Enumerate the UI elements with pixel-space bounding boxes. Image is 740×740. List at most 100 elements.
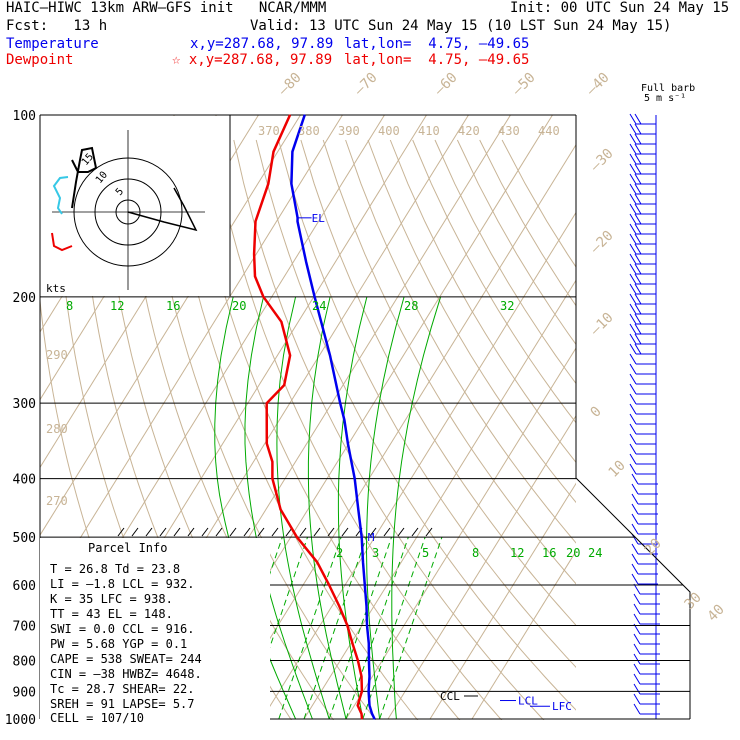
wind-barb-flag bbox=[629, 413, 637, 425]
dewpoint-point bbox=[254, 220, 257, 222]
wind-barb-flag bbox=[629, 293, 637, 305]
wind-barb-flag bbox=[634, 153, 642, 165]
wind-barb-flag bbox=[633, 683, 641, 695]
temperature-tick-label: –10 bbox=[588, 310, 617, 339]
wind-barb-flag bbox=[633, 603, 641, 615]
wind-barb-flag bbox=[629, 223, 637, 235]
wind-barb bbox=[629, 383, 656, 395]
hatch-mark bbox=[243, 527, 251, 537]
temperature-point bbox=[366, 624, 368, 627]
full-barb-label: Full barb bbox=[641, 83, 696, 94]
parcel-row-cape: CAPE = 538 SWEAT= 244 bbox=[50, 652, 202, 666]
temperature-point bbox=[339, 402, 341, 404]
wind-barb-flag bbox=[634, 323, 642, 335]
wind-barb bbox=[629, 463, 656, 475]
dewpoint-point bbox=[360, 675, 363, 678]
wind-barb-flag bbox=[629, 133, 637, 145]
wind-barb-flag bbox=[634, 173, 642, 185]
hatch-mark bbox=[369, 527, 377, 537]
dry-adiabat-line bbox=[278, 139, 576, 668]
dry-adiabat-line bbox=[412, 139, 576, 424]
mixing-ratio-tick-label: 5 bbox=[422, 546, 429, 560]
dewpoint-point bbox=[267, 183, 269, 185]
wind-barb bbox=[633, 603, 660, 615]
wind-barb-flag bbox=[629, 263, 637, 275]
wind-barb bbox=[629, 433, 656, 445]
wind-barb-flag bbox=[629, 303, 637, 315]
wind-barb bbox=[629, 233, 656, 245]
wind-barb bbox=[629, 213, 656, 225]
temperature-point bbox=[368, 642, 370, 645]
wind-barb bbox=[633, 613, 660, 625]
dry-adiabat-line bbox=[389, 139, 576, 464]
temperature-trace bbox=[290, 114, 376, 720]
wind-barb-flag bbox=[629, 273, 637, 285]
theta-tick-label: 370 bbox=[258, 124, 280, 138]
wind-barb-flag bbox=[629, 243, 637, 255]
hatch-mark bbox=[411, 527, 419, 537]
wind-barb bbox=[629, 293, 656, 305]
parcel-row-tc: Tc = 28.7 SHEAR= 22. bbox=[50, 682, 195, 696]
wind-barb-flag bbox=[633, 663, 641, 675]
wind-barb bbox=[629, 273, 656, 285]
wind-barb-flag bbox=[633, 643, 641, 655]
wind-barb-flag bbox=[634, 163, 642, 175]
isotherm-line bbox=[387, 414, 576, 720]
isotherm-line bbox=[471, 550, 576, 720]
wind-barb bbox=[631, 503, 658, 515]
wind-barb-flag bbox=[629, 423, 637, 435]
wind-barb-flag bbox=[634, 273, 642, 285]
wind-barb bbox=[629, 173, 656, 185]
hatch-mark bbox=[383, 527, 391, 537]
pressure-tick-label: 600 bbox=[13, 579, 36, 594]
wind-barb bbox=[633, 583, 660, 595]
wind-barb bbox=[629, 353, 656, 365]
wind-barb bbox=[631, 483, 658, 495]
temperature-point bbox=[357, 508, 359, 511]
wind-barb bbox=[629, 393, 656, 405]
wind-barb-flag bbox=[634, 333, 642, 345]
lfc-label: LFC bbox=[552, 700, 572, 713]
temperature-xy-readout: x,y=287.68, 97.89 bbox=[190, 36, 334, 52]
wind-barb bbox=[631, 493, 658, 505]
wind-barb-flag bbox=[629, 333, 637, 345]
dry-adiabat-line bbox=[456, 139, 576, 346]
wind-barb bbox=[633, 683, 660, 695]
isotherm-line bbox=[40, 115, 343, 604]
wind-barb-flag bbox=[631, 473, 639, 485]
temperature-point bbox=[364, 584, 366, 586]
theta-tick-label: 400 bbox=[378, 124, 400, 138]
wind-barb bbox=[629, 143, 656, 155]
wind-barb-flag bbox=[629, 363, 637, 375]
dewpoint-point bbox=[358, 699, 360, 702]
mixing-ratio-tick-label: 3 bbox=[372, 546, 379, 560]
wind-barb bbox=[629, 303, 656, 315]
theta-tick-label: 430 bbox=[498, 124, 520, 138]
mixing-ratio-line bbox=[278, 537, 342, 720]
wind-barb-flag bbox=[631, 523, 639, 535]
wind-barb-flag bbox=[633, 653, 641, 665]
pressure-tick-label: 100 bbox=[13, 109, 36, 124]
pressure-tick-label: 900 bbox=[13, 685, 36, 700]
mixing-ratio-tick-label: 12 bbox=[510, 546, 524, 560]
wind-barb-flag bbox=[629, 373, 637, 385]
temperature-tick-label: –70 bbox=[352, 70, 381, 99]
dry-adiabat-line bbox=[434, 139, 576, 385]
moist-adiabat-tick-label: 12 bbox=[110, 299, 124, 313]
temperature-point bbox=[343, 419, 345, 421]
wind-barb-flag bbox=[634, 183, 642, 195]
wind-barb-flag bbox=[633, 673, 641, 685]
dewpoint-point bbox=[361, 718, 363, 720]
hodograph-trace-upper bbox=[71, 146, 98, 209]
wind-barb-flag bbox=[629, 193, 637, 205]
wind-barb bbox=[633, 593, 660, 605]
wind-barb bbox=[629, 223, 656, 235]
moist-adiabat-tick-label: 32 bbox=[500, 299, 514, 313]
wind-barb-flag bbox=[629, 123, 637, 135]
theta-tick-label: 440 bbox=[538, 124, 560, 138]
dewpoint-point bbox=[338, 605, 340, 607]
wind-barb bbox=[629, 313, 656, 325]
hatch-mark bbox=[145, 527, 153, 537]
hodograph-trace-low bbox=[51, 232, 73, 252]
wind-barb-flag bbox=[634, 343, 642, 355]
